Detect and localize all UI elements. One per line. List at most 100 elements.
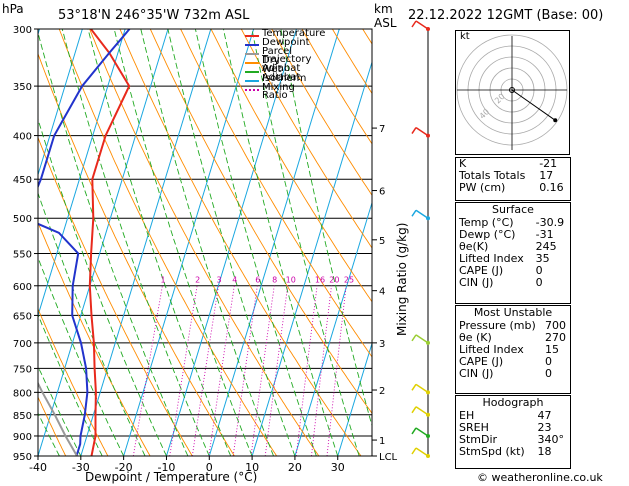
- hodograph-param-value: 47: [537, 409, 552, 422]
- wind-barb-dot: [426, 454, 430, 458]
- hodograph-vector-end: [553, 118, 558, 123]
- surface-value: 35: [535, 252, 550, 265]
- mixing-ratio-line: [132, 285, 163, 456]
- wind-barb: [415, 406, 429, 416]
- surface-value: -31: [535, 228, 554, 241]
- km-tick-label: 2: [379, 386, 385, 397]
- most-unstable-value: 15: [544, 343, 559, 356]
- dry-adiabat-line: [119, 29, 362, 456]
- wind-barb: [415, 334, 429, 344]
- surface-label: Temp (°C): [459, 216, 514, 229]
- wind-barb: [415, 126, 429, 137]
- surface-row: Lifted Index 35: [456, 253, 570, 265]
- most-unstable-row: CAPE (J) 0: [456, 356, 570, 368]
- mixing-ratio-line: [295, 285, 318, 456]
- dry-adiabat-line: [271, 29, 372, 197]
- dry-adiabat-line: [58, 29, 277, 456]
- hodograph-box: Hodograph EH 47 SREH 23 StmDir 340° StmSpd (kt…: [455, 395, 571, 469]
- y-tick-label: 700: [13, 339, 32, 350]
- legend-label: Parcel Trajectory: [262, 46, 312, 65]
- hodograph-param-row: StmDir 340°: [456, 434, 570, 446]
- mixing-ratio-label: 8: [272, 276, 277, 285]
- y-tick-label: 400: [13, 132, 32, 143]
- mixing-ratio-label: 20: [329, 276, 339, 285]
- x-tick-label: 10: [245, 461, 259, 474]
- wet-adiabat-line: [87, 29, 232, 456]
- wet-adiabat-line: [223, 29, 339, 456]
- mixing-ratio-label: 2: [195, 276, 200, 285]
- plot-frame: [37, 28, 373, 457]
- wind-barb-flag: [411, 406, 417, 414]
- dry-adiabat-line: [38, 396, 67, 456]
- totals-totals-label: Totals Totals: [459, 169, 526, 182]
- mixing-ratio-line: [264, 285, 289, 456]
- mixing-ratio-label: 1: [160, 276, 165, 285]
- wind-barb-dot: [426, 412, 430, 417]
- most-unstable-row: θe (K) 270: [456, 332, 570, 344]
- most-unstable-label: CAPE (J): [459, 355, 504, 368]
- location-label: 53°18'N 246°35'W 732m ASL: [58, 8, 250, 23]
- legend-swatch: [245, 53, 259, 55]
- hodograph-param-row: EH 47: [456, 410, 570, 422]
- y-tick-label: 850: [13, 411, 32, 422]
- km-tick-label: LCL: [379, 452, 398, 463]
- y-tick-label: 350: [13, 82, 32, 93]
- hodograph-param-value: 18: [537, 445, 552, 458]
- surface-row: Dewp (°C) -31: [456, 229, 570, 241]
- mixing-ratio-line: [326, 285, 347, 456]
- wind-barb-dot: [426, 133, 430, 138]
- credit-footer: © weatheronline.co.uk: [477, 471, 603, 484]
- mixing-ratio-line: [250, 285, 275, 456]
- most-unstable-value: 700: [544, 319, 566, 332]
- surface-value: 0: [535, 264, 543, 277]
- most-unstable-title: Most Unstable: [473, 306, 553, 319]
- wind-barb-dot: [426, 340, 430, 345]
- most-unstable-row: Pressure (mb) 700: [456, 320, 570, 332]
- k-index-label: K: [459, 157, 467, 170]
- isotherm-line: [38, 29, 126, 318]
- surface-label: θe(K): [459, 240, 489, 253]
- wind-barb: [415, 447, 429, 457]
- precipitable-water-label: PW (cm): [459, 181, 506, 194]
- x-tick-label: -10: [157, 461, 175, 474]
- wind-barb-flag: [411, 334, 417, 342]
- surface-value: 0: [535, 276, 543, 289]
- km-tick-label: 3: [379, 339, 385, 350]
- hodograph-param-label: SREH: [459, 421, 489, 434]
- wet-adiabat-line: [251, 29, 360, 456]
- wind-barb-flag: [411, 127, 417, 134]
- hodograph-param-value: 340°: [537, 433, 564, 446]
- most-unstable-label: Pressure (mb): [459, 319, 536, 332]
- most-unstable-label: CIN (J): [459, 367, 494, 380]
- most-unstable-value: 0: [544, 367, 552, 380]
- x-axis-label: Dewpoint / Temperature (°C): [85, 470, 258, 484]
- wind-barb: [415, 20, 429, 30]
- y-tick-label: 450: [13, 175, 32, 186]
- dry-adiabat-line: [89, 29, 320, 456]
- hodograph-param-row: SREH 23: [456, 422, 570, 434]
- isotherm-line: [294, 201, 372, 456]
- legend-swatch: [245, 89, 259, 91]
- legend-swatch: [245, 71, 259, 73]
- wet-adiabat-line: [38, 31, 189, 456]
- mixing-ratio-label: 4: [232, 276, 237, 285]
- series-line-dewpoint: [38, 29, 131, 456]
- k-index-value: -21: [539, 157, 558, 170]
- legend-label: Wet Adiabat: [262, 64, 301, 83]
- wind-barb-flag: [411, 209, 417, 217]
- wet-adiabat-line: [38, 191, 146, 456]
- y-tick-label: 500: [13, 214, 32, 225]
- legend-label: Temperature: [262, 28, 326, 39]
- x-tick-label: 0: [206, 461, 213, 474]
- mixing-ratio-label: 25: [344, 276, 354, 285]
- surface-label: Lifted Index: [459, 252, 524, 265]
- hodograph-table-title: Hodograph: [482, 396, 544, 409]
- hodograph-vector: [511, 89, 556, 121]
- surface-label: CIN (J): [459, 276, 494, 289]
- mixing-ratio-label: 16: [315, 276, 325, 285]
- hodograph-storm-marker: [509, 87, 515, 93]
- asl-unit-label: ASL: [374, 16, 397, 30]
- most-unstable-row: CIN (J) 0: [456, 368, 570, 380]
- wet-adiabat-line: [38, 365, 82, 456]
